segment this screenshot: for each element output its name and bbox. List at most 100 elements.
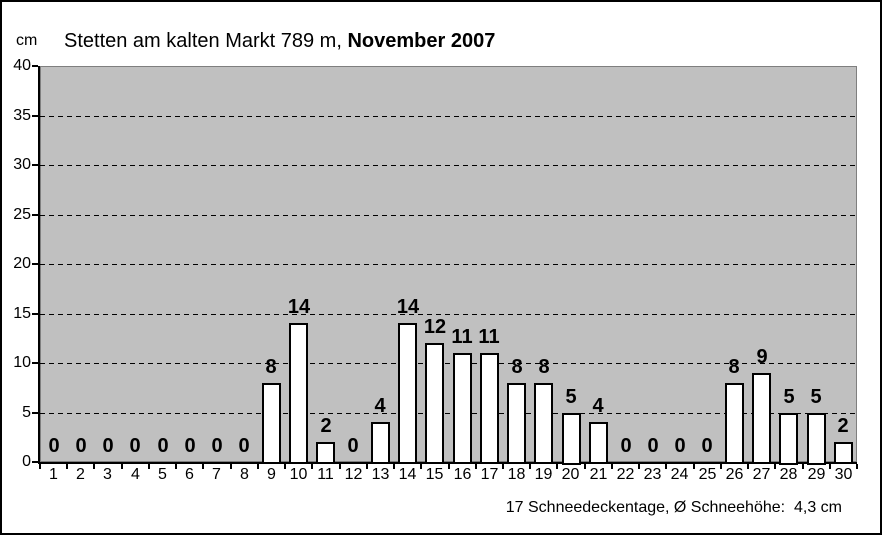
summary-note: 17 Schneedeckentage, Ø Schneehöhe: 4,3 c…: [505, 499, 842, 516]
x-tick-label-day-12: 12: [344, 466, 363, 483]
bar-day-18: [507, 383, 526, 464]
bar-day-27: [752, 373, 771, 464]
chart-title: Stetten am kalten Markt 789 m, November …: [64, 29, 495, 53]
x-tick-label-day-19: 19: [534, 466, 553, 483]
x-tick: [202, 464, 204, 469]
x-tick: [747, 464, 749, 469]
x-tick: [448, 464, 450, 469]
bar-value-label-day-21: 4: [592, 395, 604, 417]
x-tick-label-day-4: 4: [131, 466, 140, 483]
y-tick-label: 10: [13, 354, 31, 371]
bar-day-19: [534, 383, 553, 464]
bar-value-label-day-7: 0: [211, 435, 223, 457]
gridline-35: [40, 116, 857, 117]
bar-value-label-day-4: 0: [129, 435, 141, 457]
x-tick: [284, 464, 286, 469]
x-tick-label-day-30: 30: [834, 466, 853, 483]
bar-value-label-day-26: 8: [728, 356, 740, 378]
bar-day-17: [480, 353, 499, 464]
x-tick-label-day-16: 16: [453, 466, 472, 483]
x-tick-label-day-6: 6: [185, 466, 194, 483]
x-tick-label-day-25: 25: [698, 466, 717, 483]
x-tick: [774, 464, 776, 469]
gridline-30: [40, 165, 857, 166]
bar-value-label-day-15: 12: [423, 316, 447, 338]
x-tick: [175, 464, 177, 469]
chart-title-period: November 2007: [347, 30, 496, 52]
x-tick: [529, 464, 531, 469]
bar-value-label-day-6: 0: [184, 435, 196, 457]
y-axis-line: [38, 66, 40, 464]
x-tick: [665, 464, 667, 469]
x-tick-label-day-17: 17: [480, 466, 499, 483]
x-tick: [829, 464, 831, 469]
y-tick: [32, 263, 38, 265]
x-tick-label-day-29: 29: [807, 466, 826, 483]
y-tick-label: 15: [13, 305, 31, 322]
gridline-10: [40, 363, 857, 364]
bar-value-label-day-30: 2: [837, 415, 849, 437]
y-tick-label: 0: [22, 453, 31, 470]
bar-value-label-day-19: 8: [538, 356, 550, 378]
x-tick: [475, 464, 477, 469]
bar-day-28: [779, 413, 798, 465]
y-tick-label: 40: [13, 57, 31, 74]
x-tick-label-day-18: 18: [507, 466, 526, 483]
x-tick: [802, 464, 804, 469]
x-tick: [393, 464, 395, 469]
x-tick: [584, 464, 586, 469]
bar-day-10: [289, 323, 308, 464]
x-tick-label-day-9: 9: [267, 466, 276, 483]
bar-day-21: [589, 422, 608, 464]
x-tick-label-day-8: 8: [240, 466, 249, 483]
bar-day-11: [316, 442, 335, 464]
x-tick-label-day-7: 7: [212, 466, 221, 483]
x-tick-label-day-26: 26: [725, 466, 744, 483]
y-tick: [32, 412, 38, 414]
bar-value-label-day-17: 11: [478, 326, 500, 348]
bar-value-label-day-23: 0: [647, 435, 659, 457]
y-tick-label: 5: [22, 404, 31, 421]
bar-value-label-day-28: 5: [783, 386, 795, 408]
bar-day-13: [371, 422, 390, 464]
x-tick: [638, 464, 640, 469]
x-tick: [366, 464, 368, 469]
x-tick: [39, 464, 41, 469]
bar-day-9: [262, 383, 281, 464]
bar-value-label-day-22: 0: [620, 435, 632, 457]
x-tick: [611, 464, 613, 469]
x-tick-label-day-13: 13: [371, 466, 390, 483]
x-tick-label-day-27: 27: [752, 466, 771, 483]
bar-value-label-day-27: 9: [756, 346, 768, 368]
bar-value-label-day-12: 0: [347, 435, 359, 457]
x-tick: [420, 464, 422, 469]
y-axis-unit-label: cm: [16, 32, 38, 49]
x-tick: [121, 464, 123, 469]
bar-value-label-day-13: 4: [374, 395, 386, 417]
bar-day-29: [807, 413, 826, 465]
gridline-25: [40, 215, 857, 216]
y-tick-label: 30: [13, 156, 31, 173]
bar-value-label-day-29: 5: [810, 386, 822, 408]
x-tick-label-day-15: 15: [425, 466, 444, 483]
bar-value-label-day-11: 2: [320, 415, 332, 437]
y-tick: [32, 313, 38, 315]
y-tick-label: 25: [13, 206, 31, 223]
gridline-20: [40, 264, 857, 265]
gridline-15: [40, 314, 857, 315]
bar-day-20: [562, 413, 581, 465]
x-tick-label-day-24: 24: [670, 466, 689, 483]
x-tick-label-day-22: 22: [616, 466, 635, 483]
x-tick-label-day-20: 20: [561, 466, 580, 483]
x-tick: [502, 464, 504, 469]
bar-day-16: [453, 353, 472, 464]
x-tick: [230, 464, 232, 469]
bar-value-label-day-14: 14: [396, 296, 420, 318]
x-axis-line: [38, 462, 857, 464]
bar-value-label-day-20: 5: [565, 386, 577, 408]
bar-value-label-day-9: 8: [265, 356, 277, 378]
x-tick: [311, 464, 313, 469]
x-tick: [339, 464, 341, 469]
bar-value-label-day-25: 0: [701, 435, 713, 457]
